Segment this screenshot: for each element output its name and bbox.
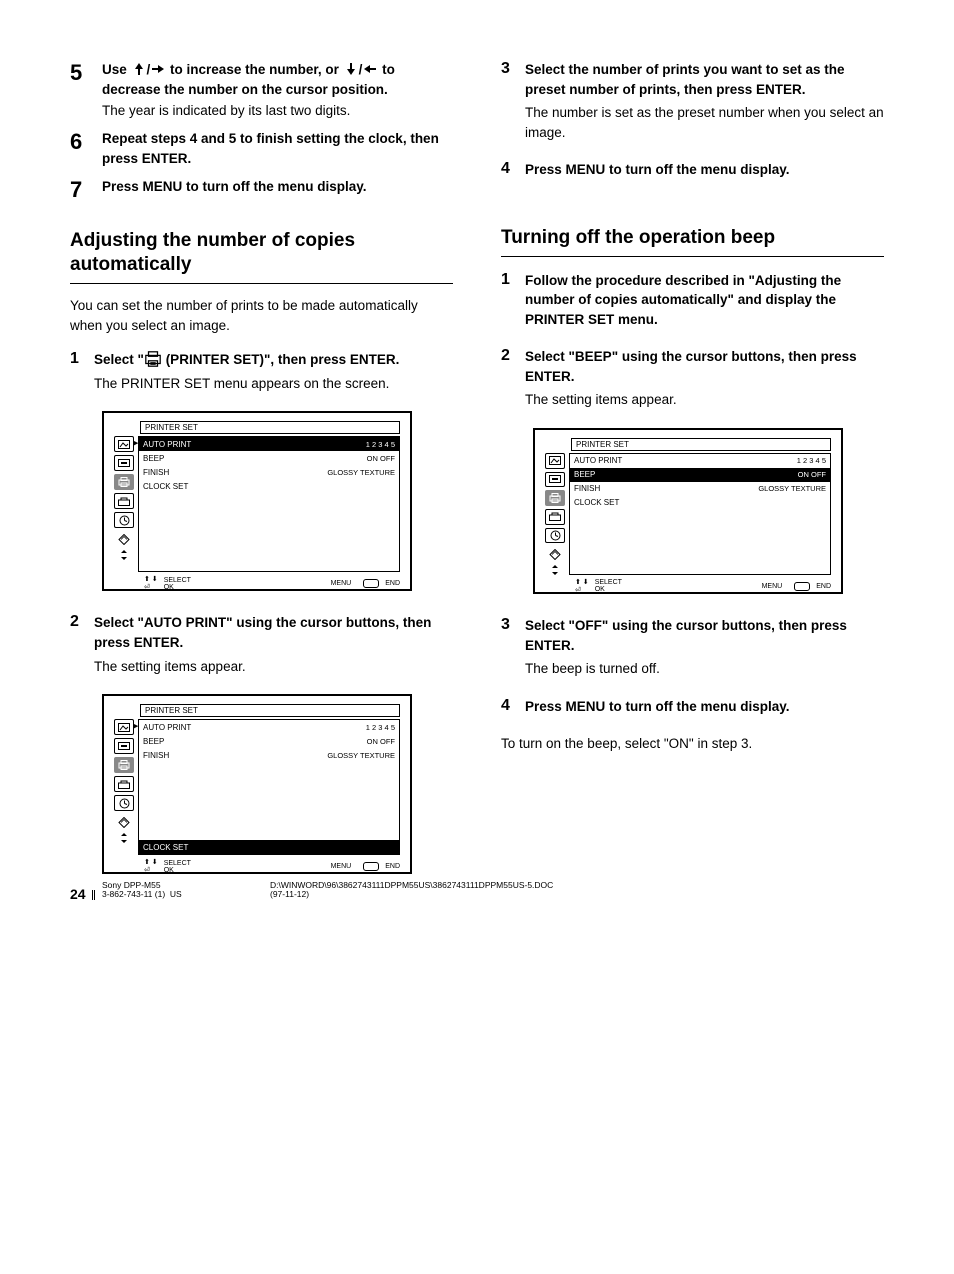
screen-title: PRINTER SET — [571, 438, 831, 451]
list-body: Follow the procedure described in "Adjus… — [525, 271, 884, 330]
diamond-icon — [114, 814, 134, 830]
screen-row: CLOCK SET — [570, 496, 830, 510]
image-icon — [114, 719, 134, 735]
image-icon — [114, 436, 134, 452]
col2-step2-4: 4 Press MENU to turn off the menu displa… — [501, 697, 884, 717]
clock-icon — [114, 795, 134, 811]
printer-screen-1: PRINTER SET ▶ AUTO PRINT1 2 3 4 5 BEEPON… — [102, 411, 412, 591]
step-body: Use / to increase the number, or / to de… — [102, 60, 453, 121]
list-body: Press MENU to turn off the menu display. — [525, 160, 884, 180]
step-6: 6 Repeat steps 4 and 5 to finish setting… — [70, 129, 453, 170]
list-number: 4 — [501, 160, 525, 180]
footer-right: D:\WINWORD\96\3862743111DPPM55US\3862743… — [270, 881, 553, 901]
diamond-icon — [545, 546, 565, 562]
menu-button-icon — [363, 579, 379, 588]
printer-icon — [114, 757, 134, 773]
step-number: 6 — [70, 129, 102, 170]
screen-row: BEEPON OFF — [139, 451, 399, 465]
printer-screen-3: PRINTER SET AUTO PRINT1 2 3 4 5 BEEPON O… — [533, 428, 843, 594]
screen-sidebar — [545, 453, 569, 575]
list-number: 2 — [70, 613, 94, 676]
diamond-icon — [114, 531, 134, 547]
list-body: Select " (PRINTER SET)", then press ENTE… — [94, 350, 453, 393]
list-body: Select "OFF" using the cursor buttons, t… — [525, 616, 884, 679]
toolbox-icon — [545, 509, 565, 525]
menu-button-icon — [363, 862, 379, 871]
menu-button-icon — [794, 582, 810, 591]
list-body: Select "AUTO PRINT" using the cursor but… — [94, 613, 453, 676]
list-body: Press MENU to turn off the menu display. — [525, 697, 884, 717]
screen-footer: ⬆ ⬇ ⏎ SELECT OK MENU END — [144, 576, 400, 591]
step-5: 5 Use / to increase the number, or / to … — [70, 60, 453, 121]
list-item-2: 2 Select "BEEP" using the cursor buttons… — [501, 347, 884, 410]
screen-sidebar — [114, 719, 138, 855]
screen-row: AUTO PRINT1 2 3 4 5 — [570, 454, 830, 468]
image-icon — [545, 453, 565, 469]
screen-content: ▶ AUTO PRINT1 2 3 4 5 BEEPON OFF FINISHG… — [138, 719, 400, 855]
scroll-icon — [114, 833, 134, 843]
list-item-1: 1 Follow the procedure described in "Adj… — [501, 271, 884, 330]
card-icon — [545, 472, 565, 488]
section-paragraph: You can set the number of prints to be m… — [70, 296, 453, 337]
card-icon — [114, 738, 134, 754]
footer-left: Sony DPP-M55 3-862-743-11 (1) US — [102, 881, 182, 901]
arrow-down-icon — [343, 61, 359, 77]
card-icon — [114, 455, 134, 471]
footer-separator — [92, 890, 95, 900]
scroll-icon — [545, 565, 565, 575]
step-body: Repeat steps 4 and 5 to finish setting t… — [102, 129, 453, 170]
screen-row: CLOCK SET — [139, 479, 399, 493]
screen-row: FINISHGLOSSY TEXTURE — [139, 465, 399, 479]
page-number: 24 — [70, 886, 86, 902]
clock-icon — [545, 528, 565, 544]
screen-title: PRINTER SET — [140, 421, 400, 434]
step-7: 7 Press MENU to turn off the menu displa… — [70, 177, 453, 203]
section-title-beep: Turning off the operation beep — [501, 226, 884, 257]
list-number: 2 — [501, 347, 525, 410]
list-number: 3 — [501, 60, 525, 142]
list-item-2: 2 Select "AUTO PRINT" using the cursor b… — [70, 613, 453, 676]
list-item-1: 1 Select " (PRINTER SET)", then press EN… — [70, 350, 453, 393]
after-text: To turn on the beep, select "ON" in step… — [501, 734, 884, 754]
step-number: 7 — [70, 177, 102, 203]
list-body: Select "BEEP" using the cursor buttons, … — [525, 347, 884, 410]
screen-sidebar — [114, 436, 138, 572]
list-number: 3 — [501, 616, 525, 679]
screen-row: AUTO PRINT1 2 3 4 5 — [139, 720, 399, 734]
step-body: Press MENU to turn off the menu display. — [102, 177, 453, 203]
arrow-left-icon — [362, 61, 378, 77]
printer-icon — [144, 350, 162, 368]
screen-row: FINISHGLOSSY TEXTURE — [139, 748, 399, 762]
col2-step-3: 3 Select the number of prints you want t… — [501, 60, 884, 142]
screen-content: ▶ AUTO PRINT1 2 3 4 5 BEEPON OFF FINISHG… — [138, 436, 400, 572]
screen-footer: ⬆ ⬇ ⏎ SELECT OK MENU END — [144, 859, 400, 874]
screen-content: AUTO PRINT1 2 3 4 5 BEEPON OFF FINISHGLO… — [569, 453, 831, 575]
printer-screen-2: PRINTER SET ▶ AUTO PRINT1 2 3 4 5 BEEPON… — [102, 694, 412, 874]
list-number: 1 — [501, 271, 525, 330]
clock-icon — [114, 512, 134, 528]
list-number: 1 — [70, 350, 94, 393]
col2-step2-3: 3 Select "OFF" using the cursor buttons,… — [501, 616, 884, 679]
col2-step-4: 4 Press MENU to turn off the menu displa… — [501, 160, 884, 180]
list-body: Select the number of prints you want to … — [525, 60, 884, 142]
screen-title: PRINTER SET — [140, 704, 400, 717]
screen-row: AUTO PRINT1 2 3 4 5 — [139, 437, 399, 451]
arrow-up-icon — [131, 61, 147, 77]
toolbox-icon — [114, 776, 134, 792]
screen-row: FINISHGLOSSY TEXTURE — [570, 482, 830, 496]
printer-icon — [114, 474, 134, 490]
screen-row: CLOCK SET — [139, 840, 399, 854]
step-note: The year is indicated by its last two di… — [102, 103, 350, 118]
printer-icon — [545, 490, 565, 506]
step-number: 5 — [70, 60, 102, 121]
section-title-auto-print: Adjusting the number of copies automatic… — [70, 229, 453, 284]
toolbox-icon — [114, 493, 134, 509]
screen-row: BEEPON OFF — [570, 468, 830, 482]
screen-row: BEEPON OFF — [139, 734, 399, 748]
list-number: 4 — [501, 697, 525, 717]
screen-footer: ⬆ ⬇ ⏎ SELECT OK MENU END — [575, 579, 831, 594]
scroll-icon — [114, 550, 134, 560]
arrow-right-icon — [150, 61, 166, 77]
